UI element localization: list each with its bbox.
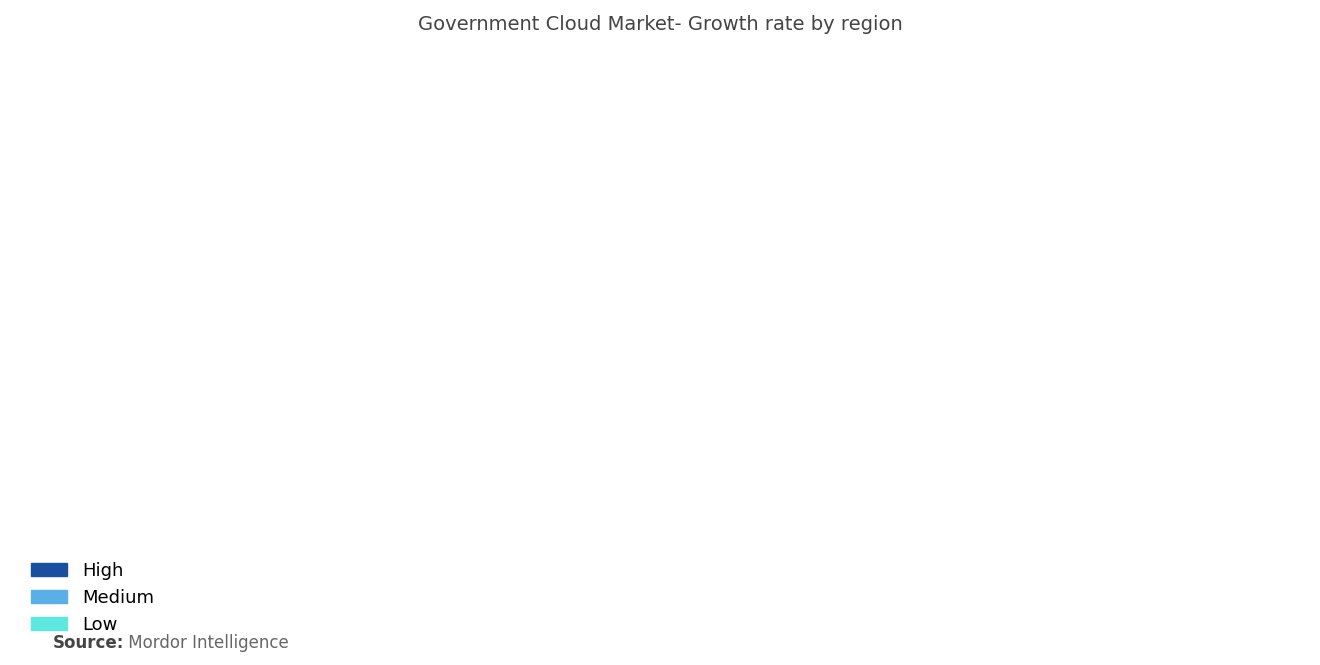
Text: Mordor Intelligence: Mordor Intelligence [123,634,289,652]
Title: Government Cloud Market- Growth rate by region: Government Cloud Market- Growth rate by … [417,15,903,34]
Legend: High, Medium, Low: High, Medium, Low [24,555,161,641]
Text: Source:: Source: [53,634,124,652]
